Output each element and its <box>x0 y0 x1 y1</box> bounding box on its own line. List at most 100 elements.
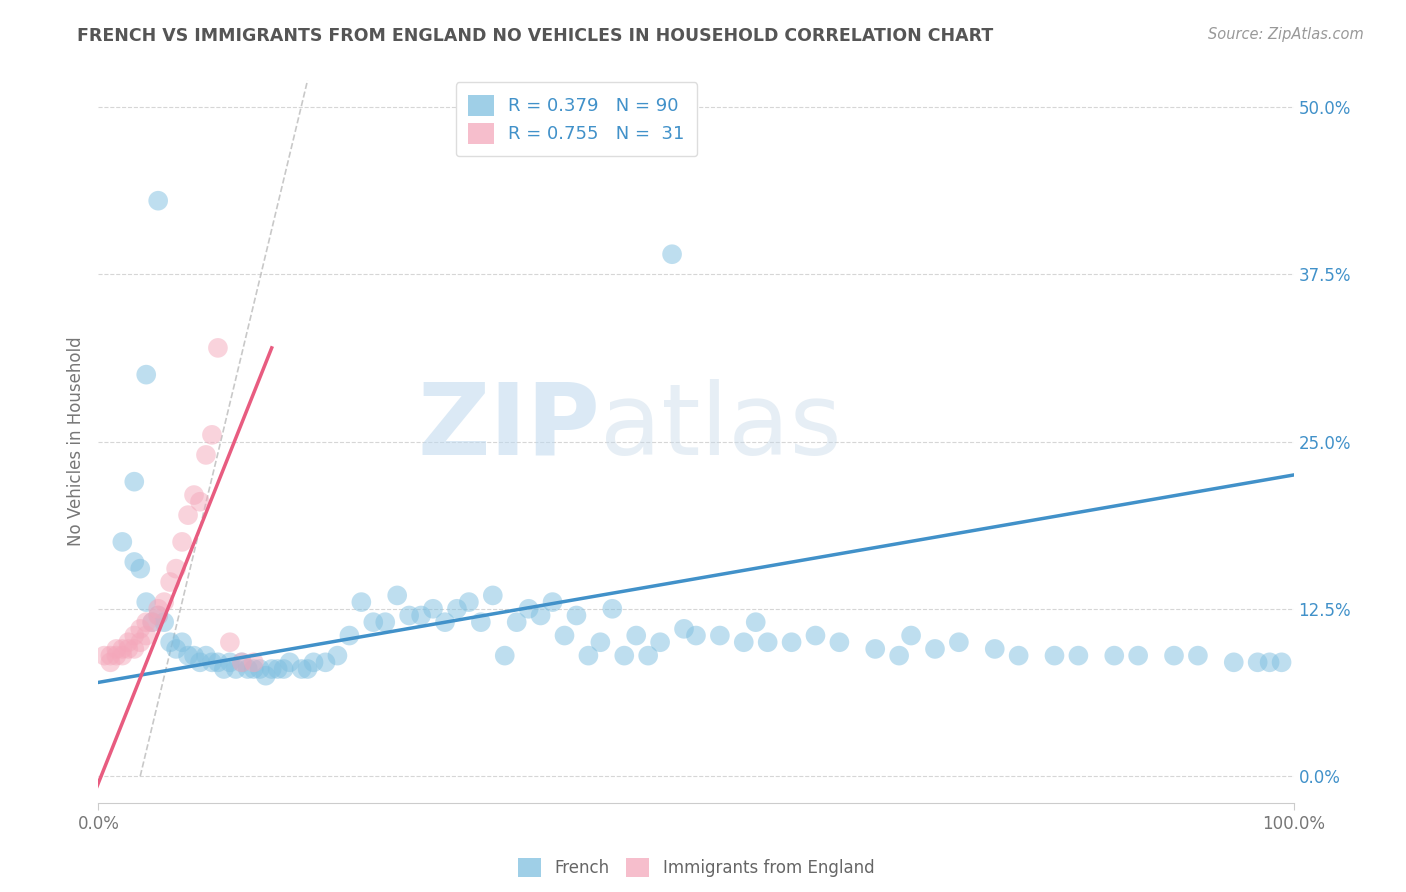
Point <box>278 655 301 669</box>
Point <box>153 615 176 630</box>
Point <box>243 662 266 676</box>
Point <box>219 655 242 669</box>
Point <box>177 508 200 523</box>
Point <box>111 642 134 657</box>
Point <box>1271 655 1294 669</box>
Point <box>183 648 205 663</box>
Point <box>243 655 266 669</box>
Point <box>129 562 152 576</box>
Point <box>124 629 146 643</box>
Point <box>350 595 373 609</box>
Point <box>637 648 659 663</box>
Point <box>117 635 139 649</box>
Point <box>889 648 911 663</box>
Point <box>673 622 696 636</box>
Point <box>1187 648 1209 663</box>
Point <box>188 655 211 669</box>
Point <box>117 642 139 657</box>
Point <box>297 662 319 676</box>
Point <box>195 448 218 462</box>
Point <box>159 575 181 590</box>
Point <box>201 655 224 669</box>
Point <box>494 648 516 663</box>
Point <box>135 615 157 630</box>
Point <box>589 635 612 649</box>
Text: Source: ZipAtlas.com: Source: ZipAtlas.com <box>1208 27 1364 42</box>
Point <box>924 642 946 657</box>
Point <box>273 662 295 676</box>
Point <box>172 535 194 549</box>
Point <box>339 629 361 643</box>
Point <box>231 655 253 669</box>
Point <box>124 555 146 569</box>
Point <box>602 602 624 616</box>
Text: ZIP: ZIP <box>418 378 600 475</box>
Point <box>1104 648 1126 663</box>
Point <box>207 655 229 669</box>
Point <box>141 615 163 630</box>
Point <box>1258 655 1281 669</box>
Point <box>231 655 253 669</box>
Point <box>98 655 122 669</box>
Point <box>374 615 396 630</box>
Point <box>1247 655 1270 669</box>
Point <box>565 608 588 623</box>
Point <box>177 648 200 663</box>
Point <box>93 648 115 663</box>
Point <box>828 635 851 649</box>
Point <box>984 642 1007 657</box>
Point <box>948 635 970 649</box>
Point <box>188 494 211 508</box>
Point <box>98 648 122 663</box>
Point <box>105 642 128 657</box>
Point <box>207 341 229 355</box>
Point <box>804 629 827 643</box>
Point <box>578 648 600 663</box>
Point <box>541 595 564 609</box>
Point <box>709 629 731 643</box>
Point <box>481 589 505 603</box>
Point <box>733 635 755 649</box>
Point <box>260 662 283 676</box>
Point <box>236 662 259 676</box>
Point <box>315 655 337 669</box>
Point <box>470 615 492 630</box>
Point <box>1067 648 1090 663</box>
Point <box>1043 648 1066 663</box>
Point <box>212 662 235 676</box>
Point <box>780 635 803 649</box>
Point <box>148 608 170 623</box>
Point <box>411 608 433 623</box>
Point <box>554 629 576 643</box>
Point <box>434 615 457 630</box>
Point <box>172 635 194 649</box>
Point <box>626 629 648 643</box>
Point <box>129 635 152 649</box>
Legend: French, Immigrants from England: French, Immigrants from England <box>510 851 882 883</box>
Point <box>135 595 157 609</box>
Point <box>249 662 271 676</box>
Point <box>326 648 349 663</box>
Point <box>398 608 420 623</box>
Point <box>111 535 134 549</box>
Point <box>648 635 672 649</box>
Point <box>1008 648 1031 663</box>
Point <box>201 428 224 442</box>
Point <box>183 488 205 502</box>
Point <box>517 602 540 616</box>
Point <box>159 635 181 649</box>
Point <box>385 589 409 603</box>
Point <box>124 475 146 489</box>
Point <box>291 662 314 676</box>
Point <box>124 642 146 657</box>
Point <box>302 655 325 669</box>
Point <box>135 629 157 643</box>
Point <box>135 368 157 382</box>
Point <box>422 602 444 616</box>
Y-axis label: No Vehicles in Household: No Vehicles in Household <box>66 336 84 547</box>
Point <box>363 615 385 630</box>
Point <box>756 635 779 649</box>
Point <box>225 662 247 676</box>
Point <box>458 595 481 609</box>
Point <box>129 622 152 636</box>
